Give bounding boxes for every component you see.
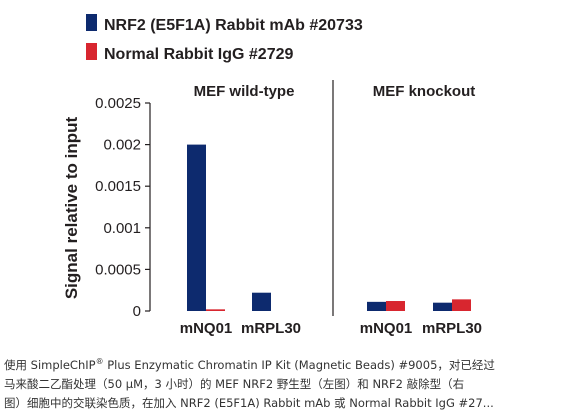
y-tick-label: 0.001: [103, 220, 141, 237]
panel-title-wild-type: MEF wild-type: [194, 83, 295, 100]
legend-label-nrf2: NRF2 (E5F1A) Rabbit mAb #20733: [104, 17, 363, 34]
panel-title-knockout: MEF knockout: [373, 83, 476, 100]
figure-caption: 使用 SimpleChIP® Plus Enzymatic Chromatin …: [4, 356, 570, 413]
y-tick-label: 0.002: [103, 137, 141, 154]
category-label: mNQ01: [180, 320, 233, 337]
caption-line-1-rest: Plus Enzymatic Chromatin IP Kit (Magneti…: [103, 358, 495, 372]
category-label: mNQ01: [360, 320, 413, 337]
legend-swatch-igg: [86, 43, 97, 60]
y-tick-label: 0: [133, 303, 141, 320]
caption-line-1: 使用 SimpleChIP® Plus Enzymatic Chromatin …: [4, 356, 570, 375]
y-tick-label: 0.0015: [95, 178, 141, 195]
caption-line-3: 图）细胞中的交联染色质，在加入 NRF2 (E5F1A) Rabbit mAb …: [4, 396, 494, 410]
legend: NRF2 (E5F1A) Rabbit mAb #20733 Normal Ra…: [86, 14, 363, 63]
bar-igg: [206, 309, 225, 311]
bar-nrf2: [433, 302, 452, 311]
caption-line-2: 马来酸二乙酯处理（50 µM，3 小时）的 MEF NRF2 野生型（左图）和 …: [4, 377, 465, 391]
y-tick-label: 0.0025: [95, 95, 141, 112]
bars: [187, 144, 471, 311]
bar-nrf2: [367, 301, 386, 311]
category-label: mRPL30: [241, 320, 301, 337]
bar-chart: NRF2 (E5F1A) Rabbit mAb #20733 Normal Ra…: [62, 14, 482, 337]
bar-igg: [386, 301, 405, 311]
legend-swatch-nrf2: [86, 14, 97, 31]
bar-nrf2: [187, 144, 206, 311]
legend-label-igg: Normal Rabbit IgG #2729: [104, 46, 293, 63]
y-axis-title: Signal relative to input: [62, 117, 81, 300]
registered-mark: ®: [95, 357, 104, 367]
bar-nrf2: [252, 292, 271, 311]
y-axis: 0.0025 0.002 0.0015 0.001 0.0005 0: [95, 95, 151, 320]
caption-line-1-text: 使用 SimpleChIP: [4, 358, 96, 372]
category-label: mRPL30: [422, 320, 482, 337]
category-labels: mNQ01 mRPL30 mNQ01 mRPL30: [180, 320, 482, 337]
bar-igg: [452, 299, 471, 311]
y-tick-label: 0.0005: [95, 261, 141, 278]
